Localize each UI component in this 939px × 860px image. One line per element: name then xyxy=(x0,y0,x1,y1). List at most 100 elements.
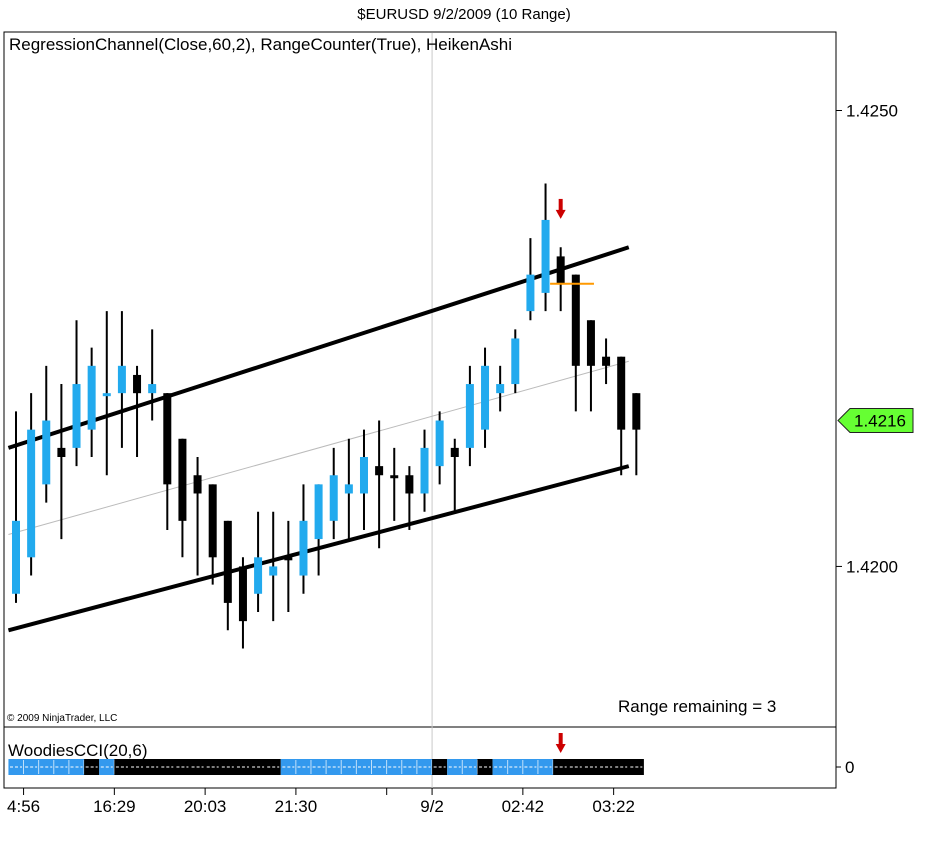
current-price-marker: 1.4216 xyxy=(837,408,914,434)
candle xyxy=(193,457,202,576)
cci-segment xyxy=(553,759,644,775)
candle xyxy=(571,274,580,412)
time-tick-label: 16:29 xyxy=(93,797,136,816)
candle xyxy=(12,411,20,603)
candle-body xyxy=(27,429,36,558)
window-title: $EURUSD 9/2/2009 (10 Range) xyxy=(357,6,570,23)
price-panel-frame xyxy=(3,31,837,728)
copyright-text: © 2009 NinjaTrader, LLC xyxy=(7,713,117,724)
candle-body xyxy=(511,338,520,385)
candle-body xyxy=(163,393,172,485)
candle-body xyxy=(72,384,81,448)
time-tick-label: 21:30 xyxy=(275,797,318,816)
candle-body xyxy=(102,393,111,397)
price-tick-label: 1.4250 xyxy=(846,102,898,121)
candle xyxy=(375,420,384,549)
candle xyxy=(481,347,490,448)
candle-body xyxy=(193,475,202,494)
arrow-head xyxy=(555,744,566,753)
candle-body xyxy=(375,466,384,476)
candle-body xyxy=(178,438,187,521)
candle xyxy=(163,393,172,530)
time-tick-label: 03:22 xyxy=(592,797,635,816)
candle-body xyxy=(481,365,490,430)
candle xyxy=(390,447,399,521)
arrow-shaft xyxy=(558,198,563,211)
candle xyxy=(208,484,217,585)
candle xyxy=(284,520,293,613)
candle xyxy=(329,447,338,540)
candle-body xyxy=(329,475,338,521)
cci-panel-label: WoodiesCCI(20,6) xyxy=(8,741,148,760)
sell-signal-arrow-icon xyxy=(555,198,566,219)
candle-body xyxy=(314,484,323,540)
candle-body xyxy=(405,475,414,494)
time-tick-label: 02:42 xyxy=(502,797,545,816)
time-tick-label: 9/2 xyxy=(420,797,444,816)
candle xyxy=(465,365,474,467)
candle-body xyxy=(450,447,459,458)
candle-body xyxy=(12,520,20,594)
candle-body xyxy=(465,384,474,448)
candle xyxy=(148,329,157,421)
candle-body xyxy=(496,384,505,394)
candle xyxy=(602,338,611,385)
candle-body xyxy=(586,320,595,366)
candle-body xyxy=(420,447,429,494)
candle xyxy=(314,484,323,576)
channel-upper-line xyxy=(7,245,630,450)
candle-body xyxy=(435,420,444,467)
woodies-cci-histogram xyxy=(8,759,644,775)
candle-body xyxy=(526,274,535,312)
candle xyxy=(223,520,232,631)
candle xyxy=(254,511,263,613)
candle-body xyxy=(87,365,96,430)
cci-zero-label: 0 xyxy=(845,758,854,777)
candle xyxy=(511,329,520,394)
range-remaining-text: Range remaining = 3 xyxy=(618,697,776,716)
candle-body xyxy=(284,557,293,561)
candle xyxy=(632,393,641,476)
candle xyxy=(586,320,595,412)
candle-body xyxy=(148,384,157,394)
candle xyxy=(526,238,535,321)
candle-body xyxy=(344,484,353,494)
candle xyxy=(556,247,565,312)
candle xyxy=(87,347,96,458)
candle-body xyxy=(617,356,626,430)
candle xyxy=(269,511,278,622)
signal-markers xyxy=(550,198,594,753)
cci-panel-frame xyxy=(3,726,837,789)
candle xyxy=(27,393,36,576)
price-axis: 1.4250 1.4200 xyxy=(836,102,898,576)
time-tick-label: 20:03 xyxy=(184,797,227,816)
candle-body xyxy=(269,566,278,576)
candle xyxy=(496,365,505,412)
candle-body xyxy=(632,393,641,430)
candle-body xyxy=(133,374,142,394)
candle-body xyxy=(254,557,263,594)
candle xyxy=(238,557,247,649)
candlestick-series xyxy=(12,183,641,649)
candle xyxy=(420,429,429,512)
candle xyxy=(617,356,626,476)
candle-body xyxy=(57,447,66,458)
candle xyxy=(359,429,368,530)
candle xyxy=(42,365,51,503)
time-tick-label: 4:56 xyxy=(7,797,40,816)
price-tick-label: 1.4200 xyxy=(846,557,898,576)
candle-body xyxy=(359,457,368,494)
price-marker-shape xyxy=(837,408,914,434)
candle-body xyxy=(208,484,217,558)
channel-middle-line xyxy=(8,360,629,535)
candle xyxy=(344,438,353,540)
candle-body xyxy=(299,520,308,576)
candle xyxy=(72,320,81,467)
candle-body xyxy=(42,420,51,485)
current-price-label: 1.4216 xyxy=(854,412,906,431)
candle-body xyxy=(541,219,550,293)
cci-signal-arrow-icon xyxy=(555,733,566,753)
candle xyxy=(117,311,126,448)
candle xyxy=(435,411,444,485)
